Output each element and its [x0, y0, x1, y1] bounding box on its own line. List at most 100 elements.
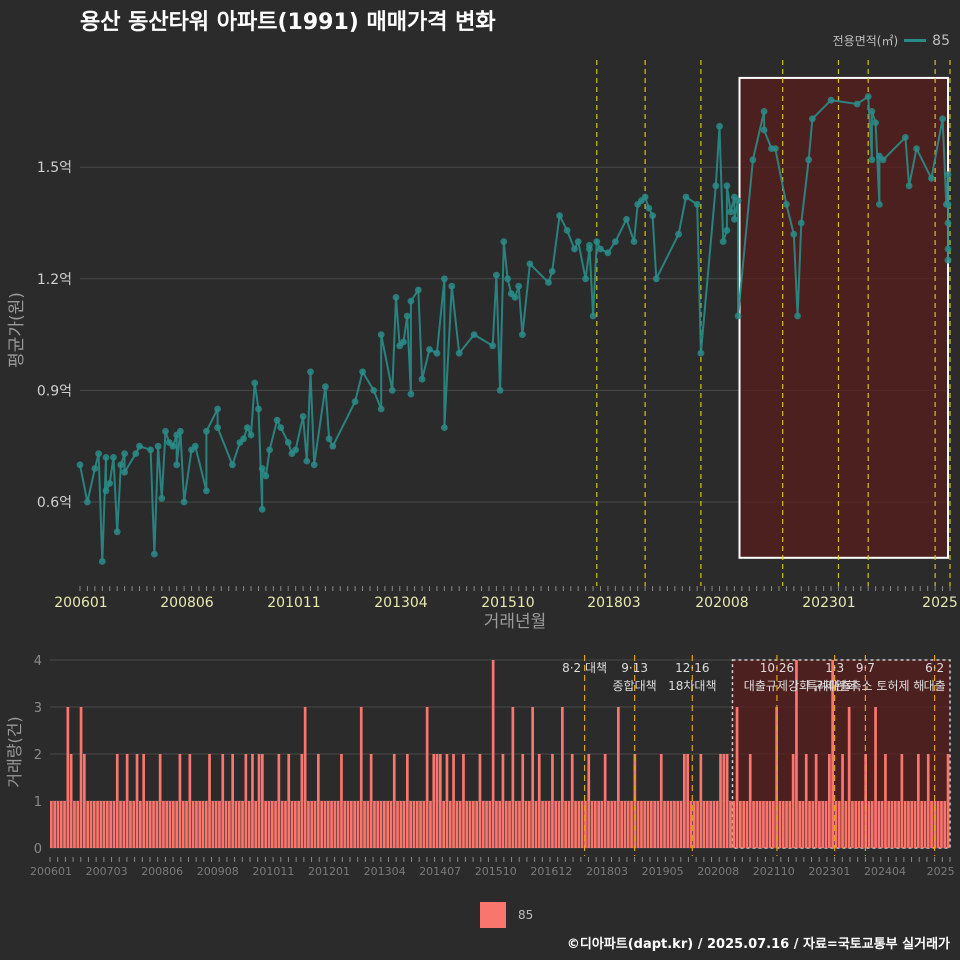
- volume-bar: [221, 754, 225, 848]
- volume-bar: [683, 754, 686, 848]
- volume-bar: [201, 801, 205, 848]
- price-point: [426, 346, 433, 353]
- volume-bar: [663, 801, 666, 848]
- volume-bar: [735, 707, 739, 848]
- volume-bar: [798, 801, 802, 848]
- volume-bar: [336, 801, 340, 848]
- volume-bar: [83, 754, 86, 848]
- volume-bar: [109, 801, 112, 848]
- volume-bar: [613, 801, 617, 848]
- volume-x-tick-label: 201407: [419, 865, 461, 878]
- volume-bar: [261, 754, 264, 848]
- volume-bar: [495, 801, 498, 848]
- price-point: [586, 241, 593, 249]
- volume-bar: [59, 801, 63, 848]
- volume-bar: [241, 801, 244, 848]
- volume-bar: [580, 801, 584, 848]
- volume-bar: [152, 801, 155, 848]
- volume-bar: [488, 801, 492, 848]
- price-point: [649, 212, 656, 220]
- price-point: [377, 405, 385, 413]
- volume-bar: [795, 660, 798, 848]
- volume-bar: [323, 801, 327, 848]
- price-point: [470, 331, 478, 338]
- price-point: [258, 465, 266, 472]
- price-point: [783, 201, 790, 208]
- price-point: [902, 134, 909, 141]
- price-point: [944, 256, 952, 264]
- volume-x-tick-label: 201201: [308, 865, 350, 878]
- price-point: [229, 461, 236, 469]
- volume-bar: [570, 754, 574, 848]
- volume-bar: [96, 801, 99, 848]
- volume-bar: [353, 801, 356, 848]
- volume-bar: [854, 801, 858, 848]
- price-point: [240, 435, 248, 443]
- volume-bar: [755, 801, 759, 848]
- volume-bar: [468, 801, 472, 848]
- volume-bar: [765, 801, 769, 848]
- price-point: [571, 245, 578, 253]
- volume-bar: [917, 754, 920, 848]
- volume-bar: [168, 801, 172, 848]
- volume-y-tick-label: 4: [34, 654, 42, 669]
- volume-bar: [284, 801, 287, 848]
- volume-bar: [699, 754, 703, 848]
- volume-bar: [350, 801, 353, 848]
- volume-bar: [547, 801, 551, 848]
- volume-bar: [439, 754, 442, 848]
- price-point: [944, 201, 952, 208]
- volume-bar: [666, 801, 670, 848]
- volume-bar: [785, 801, 788, 848]
- price-point: [322, 383, 329, 391]
- price-point: [136, 442, 143, 450]
- volume-bar: [129, 801, 132, 848]
- legend-line-swatch: [904, 39, 927, 42]
- volume-bar: [597, 801, 600, 848]
- volume-bar: [175, 801, 178, 848]
- price-point: [329, 442, 337, 450]
- volume-y-tick-label: 1: [34, 795, 42, 810]
- price-point: [84, 498, 91, 506]
- price-x-tick-label: 201510: [481, 595, 534, 611]
- price-point: [158, 494, 166, 502]
- price-point: [441, 424, 448, 431]
- volume-x-tick-label: 201612: [530, 865, 572, 878]
- volume-y-axis-title: 거래량(건): [5, 716, 24, 787]
- volume-bar: [524, 801, 528, 848]
- volume-bar: [178, 754, 182, 848]
- volume-bar: [402, 801, 406, 848]
- price-point: [154, 442, 162, 450]
- price-point: [589, 312, 597, 320]
- price-point: [548, 268, 556, 275]
- price-point: [556, 212, 563, 220]
- price-point: [303, 457, 311, 465]
- volume-bar: [406, 754, 409, 848]
- volume-bar: [557, 801, 561, 848]
- volume-bar: [383, 801, 386, 848]
- price-point: [827, 96, 835, 104]
- volume-bar: [650, 801, 653, 848]
- price-point: [760, 108, 768, 115]
- volume-bar: [346, 801, 350, 848]
- volume-bar: [274, 801, 277, 848]
- volume-bar: [745, 801, 749, 848]
- price-panel: 0.6억 0.9억 1.2억 1.5억 200601 200806 201011 201304…: [7, 60, 958, 632]
- volume-bar: [712, 801, 716, 848]
- price-point: [853, 100, 861, 108]
- price-point: [515, 282, 523, 290]
- volume-bar: [884, 754, 887, 848]
- volume-x-tick-label: 202008: [697, 865, 739, 878]
- volume-bar: [610, 801, 614, 848]
- volume-bar: [847, 707, 851, 848]
- volume-bar: [590, 801, 594, 848]
- volume-bar: [181, 801, 185, 848]
- price-point: [944, 245, 952, 253]
- price-point: [359, 368, 366, 376]
- volume-bar: [122, 801, 126, 848]
- price-point: [913, 145, 920, 153]
- legend-series-label: 85: [932, 32, 950, 49]
- volume-bar: [198, 801, 202, 848]
- volume-bar: [857, 801, 861, 848]
- volume-bar: [706, 801, 709, 848]
